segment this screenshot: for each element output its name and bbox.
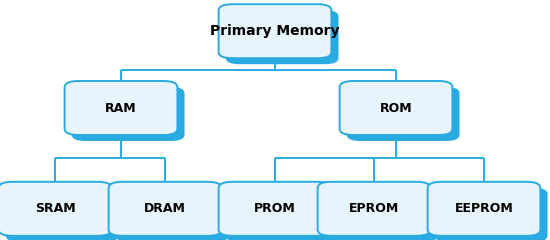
FancyBboxPatch shape — [226, 188, 338, 240]
FancyBboxPatch shape — [318, 182, 430, 236]
FancyBboxPatch shape — [434, 188, 547, 240]
Text: RAM: RAM — [105, 102, 137, 114]
FancyBboxPatch shape — [218, 4, 331, 58]
Text: EEPROM: EEPROM — [455, 202, 513, 215]
FancyBboxPatch shape — [339, 81, 452, 135]
Text: Primary Memory: Primary Memory — [210, 24, 340, 38]
Text: PROM: PROM — [254, 202, 296, 215]
Text: SRAM: SRAM — [35, 202, 75, 215]
Text: ROM: ROM — [379, 102, 412, 114]
FancyBboxPatch shape — [324, 188, 438, 240]
FancyBboxPatch shape — [65, 81, 177, 135]
FancyBboxPatch shape — [6, 188, 119, 240]
FancyBboxPatch shape — [428, 182, 540, 236]
FancyBboxPatch shape — [218, 182, 331, 236]
FancyBboxPatch shape — [0, 182, 111, 236]
FancyBboxPatch shape — [108, 182, 221, 236]
Text: EPROM: EPROM — [349, 202, 399, 215]
FancyBboxPatch shape — [116, 188, 229, 240]
Text: DRAM: DRAM — [144, 202, 186, 215]
FancyBboxPatch shape — [72, 87, 185, 141]
FancyBboxPatch shape — [346, 87, 459, 141]
FancyBboxPatch shape — [226, 10, 338, 64]
